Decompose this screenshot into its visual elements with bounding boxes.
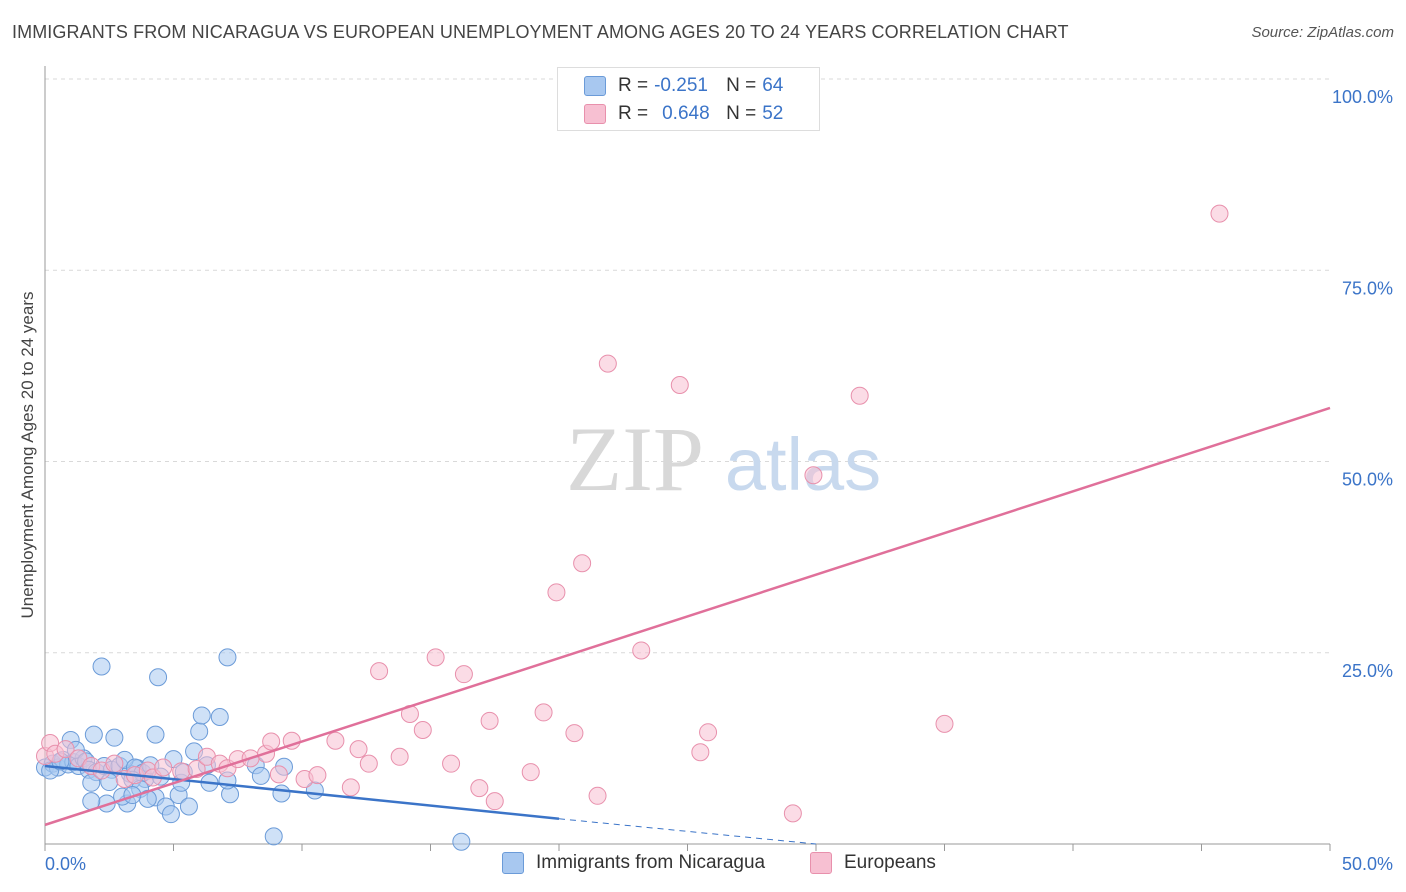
legend-row-europeans: R = 0.648 N = 52 xyxy=(584,102,802,126)
watermark: ZIP atlas xyxy=(566,408,881,510)
europeans-point-54 xyxy=(935,714,954,733)
trend-line-europeans xyxy=(44,406,1331,827)
bottom-legend-nicaragua: Immigrants from Nicaragua xyxy=(502,852,765,874)
europeans-point-34 xyxy=(426,648,445,667)
europeans-point-21 xyxy=(262,732,281,751)
nicaragua-point-51 xyxy=(210,708,229,727)
y-tick-label-25: 25.0% xyxy=(1342,661,1393,681)
nicaragua-point-46 xyxy=(190,722,209,741)
y-axis-label: Unemployment Among Ages 20 to 24 years xyxy=(18,291,37,619)
legend-r-value-nicaragua: -0.251 xyxy=(654,75,708,96)
x-tick-label-min: 0.0% xyxy=(45,854,86,874)
y-tick-label-100: 100.0% xyxy=(1332,87,1393,107)
chart-title: IMMIGRANTS FROM NICARAGUA VS EUROPEAN UN… xyxy=(12,22,1069,42)
nicaragua-point-62 xyxy=(452,832,471,851)
y-tick-label-50: 50.0% xyxy=(1342,470,1393,490)
grid-lines xyxy=(45,78,1330,654)
tick-labels: 25.0% 50.0% 75.0% 100.0% 0.0% 50.0% xyxy=(45,87,1393,874)
watermark-zip: ZIP xyxy=(566,408,704,510)
europeans-point-31 xyxy=(390,747,409,766)
europeans-point-13 xyxy=(172,762,191,781)
europeans-point-41 xyxy=(534,703,553,722)
legend-swatch-blue xyxy=(502,852,524,874)
europeans-point-37 xyxy=(470,779,489,798)
correlation-legend: R = -0.251 N = 64 R = 0.648 N = 52 xyxy=(557,67,820,131)
legend-label-europeans: Europeans xyxy=(844,852,936,873)
europeans-point-35 xyxy=(442,754,461,773)
legend-swatch-pink xyxy=(584,104,606,124)
europeans-point-44 xyxy=(573,554,592,573)
legend-swatch-blue xyxy=(584,76,606,96)
legend-label-nicaragua: Immigrants from Nicaragua xyxy=(536,852,766,873)
europeans-point-38 xyxy=(480,711,499,730)
europeans-point-53 xyxy=(850,386,869,405)
nicaragua-point-41 xyxy=(161,805,180,824)
europeans-point-51 xyxy=(783,804,802,823)
legend-row-nicaragua: R = -0.251 N = 64 xyxy=(584,74,802,98)
europeans-point-48 xyxy=(670,376,689,394)
series-europeans-points xyxy=(36,204,1229,823)
europeans-point-36 xyxy=(454,665,473,684)
europeans-point-55 xyxy=(1210,204,1229,223)
europeans-point-7 xyxy=(105,754,124,773)
source-note: Source: ZipAtlas.com xyxy=(1251,24,1394,41)
europeans-point-47 xyxy=(632,641,651,660)
europeans-point-50 xyxy=(699,723,718,742)
nicaragua-point-60 xyxy=(272,784,291,803)
europeans-point-25 xyxy=(308,766,327,785)
nicaragua-point-40 xyxy=(179,797,198,816)
nicaragua-point-53 xyxy=(218,648,237,667)
nicaragua-point-63 xyxy=(146,725,165,744)
nicaragua-point-58 xyxy=(264,827,283,846)
legend-n-label: N = xyxy=(726,75,757,96)
nicaragua-point-64 xyxy=(149,668,168,687)
nicaragua-point-57 xyxy=(251,766,270,785)
europeans-point-42 xyxy=(547,583,566,602)
europeans-point-28 xyxy=(349,740,368,759)
trend-line-nicaragua xyxy=(44,764,560,820)
trend-lines xyxy=(44,406,1331,845)
europeans-point-40 xyxy=(521,763,540,782)
bottom-legend-europeans: Europeans xyxy=(810,852,936,874)
x-tick-label-max: 50.0% xyxy=(1342,854,1393,874)
legend-r-label: R = xyxy=(618,75,649,96)
nicaragua-point-23 xyxy=(105,728,124,747)
legend-r-label: R = xyxy=(618,103,649,124)
axes xyxy=(44,66,1331,851)
europeans-point-52 xyxy=(804,466,823,485)
nicaragua-point-13 xyxy=(84,725,103,744)
nicaragua-point-47 xyxy=(192,706,211,725)
europeans-point-3 xyxy=(56,740,75,759)
europeans-point-33 xyxy=(413,721,432,740)
europeans-point-22 xyxy=(269,765,288,784)
legend-r-value-europeans: 0.648 xyxy=(662,103,710,124)
europeans-point-12 xyxy=(154,758,173,777)
europeans-point-27 xyxy=(341,778,360,797)
europeans-point-49 xyxy=(691,743,710,762)
europeans-point-29 xyxy=(359,754,378,773)
europeans-point-45 xyxy=(588,786,607,805)
y-tick-label-75: 75.0% xyxy=(1342,278,1393,298)
nicaragua-point-22 xyxy=(92,657,111,676)
legend-swatch-pink xyxy=(810,852,832,874)
legend-n-label: N = xyxy=(726,103,757,124)
europeans-point-26 xyxy=(326,731,345,750)
europeans-point-39 xyxy=(485,792,504,811)
watermark-atlas: atlas xyxy=(725,423,881,506)
legend-n-value-europeans: 52 xyxy=(762,103,784,124)
europeans-point-30 xyxy=(370,662,389,681)
europeans-point-43 xyxy=(565,724,584,743)
europeans-point-46 xyxy=(598,354,617,373)
trend-line-nicaragua-extension xyxy=(558,818,817,845)
legend-n-value-nicaragua: 64 xyxy=(762,75,784,96)
